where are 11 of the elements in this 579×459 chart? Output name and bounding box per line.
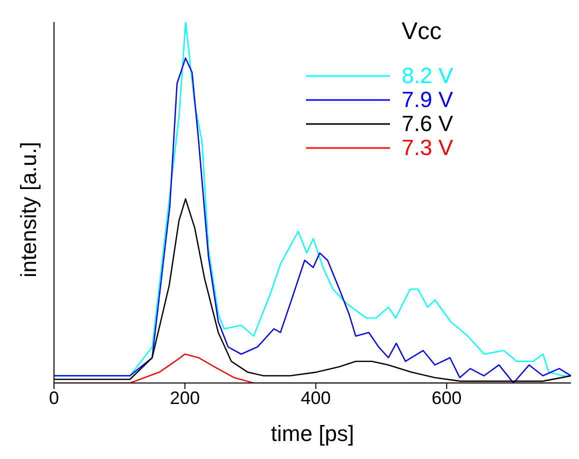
y-axis-title: intensity [a.u.] [16,142,41,278]
x-tick-label: 400 [300,388,331,408]
x-axis-title: time [ps] [270,421,354,446]
legend-label: 8.2 V [402,63,453,89]
x-tick-label: 0 [48,388,60,408]
x-tick-label: 200 [170,388,200,408]
x-tick-label: 600 [432,388,462,408]
legend-label: 7.6 V [402,111,453,137]
legend-title: Vcc [402,18,443,46]
legend-label: 7.3 V [402,135,453,161]
legend-label: 7.9 V [402,87,453,113]
